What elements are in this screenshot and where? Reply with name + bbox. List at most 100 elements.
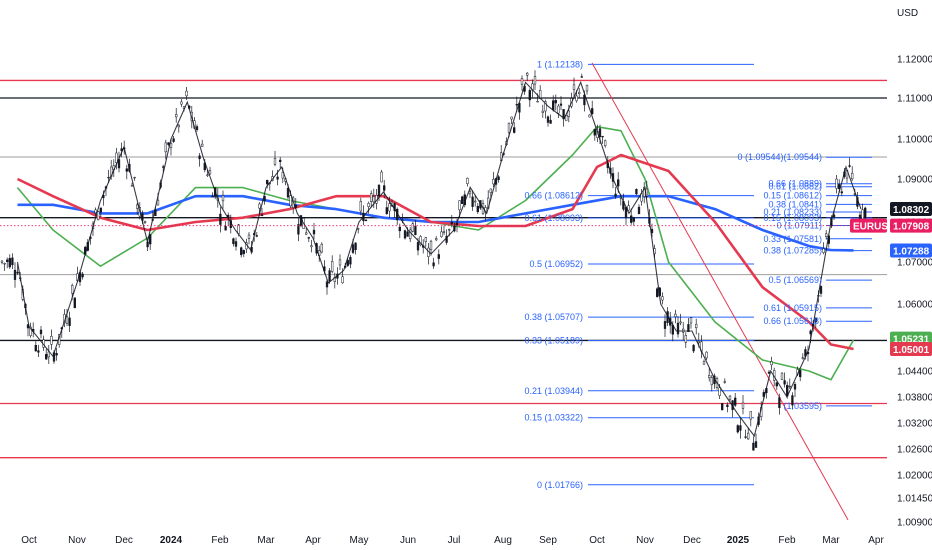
candle-body (507, 122, 511, 133)
price-badge (890, 202, 932, 217)
y-tick-label: 1.07000 (897, 258, 932, 269)
candle-body (325, 281, 329, 288)
fib-right-label: 0.61 (1.05915) (763, 303, 822, 313)
candle-body (234, 241, 238, 247)
candle-body (432, 262, 435, 267)
candle-body (364, 219, 368, 221)
candle-body (718, 387, 721, 396)
candle-body (380, 171, 383, 183)
candle-body (695, 324, 698, 329)
candle-body (739, 425, 742, 431)
candle-body (864, 207, 867, 219)
candle-body (661, 296, 664, 301)
price-badge-text: 1.08302 (893, 205, 930, 216)
x-tick-label: May (350, 535, 369, 546)
y-tick-label: 1.10000 (897, 135, 932, 146)
candle-body (320, 243, 323, 253)
fib-right-label: 0.61 (1.0882) (768, 182, 822, 192)
fib-left-label: 1 (1.12138) (537, 59, 583, 69)
candle-body (723, 381, 726, 383)
candle-body (403, 230, 407, 239)
candle-body (593, 128, 596, 136)
fib-right-label: (1.03595) (783, 401, 822, 411)
candle-body (273, 158, 277, 165)
candle-body (835, 178, 838, 189)
candle-body (130, 185, 134, 187)
y-tick-label: 1.03800 (897, 393, 932, 404)
candle-body (50, 336, 53, 345)
fib-right-label: 0.21 (1.08233) (763, 207, 822, 217)
candle-body (754, 441, 758, 448)
x-axis-ticks: Oct Nov Dec 2024 Feb Mar Apr May Jun Jul Aug Sep Oct… (21, 535, 884, 546)
y-tick-label: 1.12000 (897, 55, 932, 66)
candle-body (73, 297, 76, 309)
x-tick-label: Dec (683, 535, 701, 546)
candle-body (734, 397, 737, 406)
candle-body (663, 321, 667, 329)
horizontal-levels (0, 79, 887, 459)
candle-body (549, 119, 552, 124)
candle-body (476, 205, 479, 212)
x-tick-label: Nov (636, 535, 654, 546)
candle-body (536, 100, 539, 103)
candle-body (167, 142, 170, 145)
x-tick-label: Feb (778, 535, 796, 546)
candle-body (791, 395, 794, 406)
candle-body (437, 254, 440, 259)
candle-body (94, 209, 97, 214)
candle-body (385, 207, 388, 214)
candle-body (198, 155, 201, 160)
candle-body (458, 200, 461, 211)
candle-body (710, 377, 713, 386)
fib-right-label: 0.5 (1.06569) (768, 275, 822, 285)
candle-body (149, 234, 152, 245)
x-tick-label: 2025 (727, 535, 750, 546)
candle-body (338, 259, 342, 266)
candle-body (559, 103, 563, 106)
candle-body (13, 269, 17, 280)
candle-body (749, 411, 752, 420)
red-trendline (591, 62, 849, 521)
symbol-badge-text: EURUSD (853, 222, 895, 233)
candle-body (47, 351, 50, 358)
candle-body (450, 221, 453, 225)
fib-right-label: 0.38 (1.07285) (763, 246, 822, 256)
price-axis[interactable] (887, 0, 932, 530)
candle-body (125, 168, 128, 172)
fib-right-label: 0.66 (1.0889) (768, 179, 822, 189)
candle-body (370, 193, 373, 202)
y-tick-label: 1.03200 (897, 419, 932, 430)
candle-body (286, 188, 290, 198)
candle-body (328, 270, 331, 282)
candle-body (474, 200, 477, 203)
fib-left-label: 0.15 (1.03322) (524, 413, 583, 423)
x-tick-label: Jun (400, 535, 416, 546)
candle-body (175, 114, 178, 118)
candle-body (541, 110, 544, 113)
candle-body (16, 271, 19, 274)
candle-body (528, 90, 531, 101)
candle-body (55, 352, 58, 356)
candle-body (780, 372, 784, 380)
candle-body (778, 397, 781, 408)
candle-body (471, 196, 474, 207)
candle-body (133, 176, 136, 179)
candle-body (554, 100, 557, 104)
candle-body (367, 203, 370, 207)
fib-right-label: 0 (1.09544)(1.09544) (737, 152, 822, 162)
candle-body (697, 340, 700, 344)
candle-body (575, 95, 578, 102)
candle-body (221, 195, 225, 202)
candle-body (224, 226, 227, 231)
fib-right-label: 0.33 (1.07581) (763, 234, 822, 244)
fib-left-label: 0 (1.01766) (537, 480, 583, 490)
candle-body (520, 78, 524, 85)
price-badge (890, 341, 932, 356)
candle-body (461, 196, 464, 204)
candle-body (136, 204, 139, 209)
candle-body (6, 259, 9, 262)
candle-body (747, 432, 750, 440)
